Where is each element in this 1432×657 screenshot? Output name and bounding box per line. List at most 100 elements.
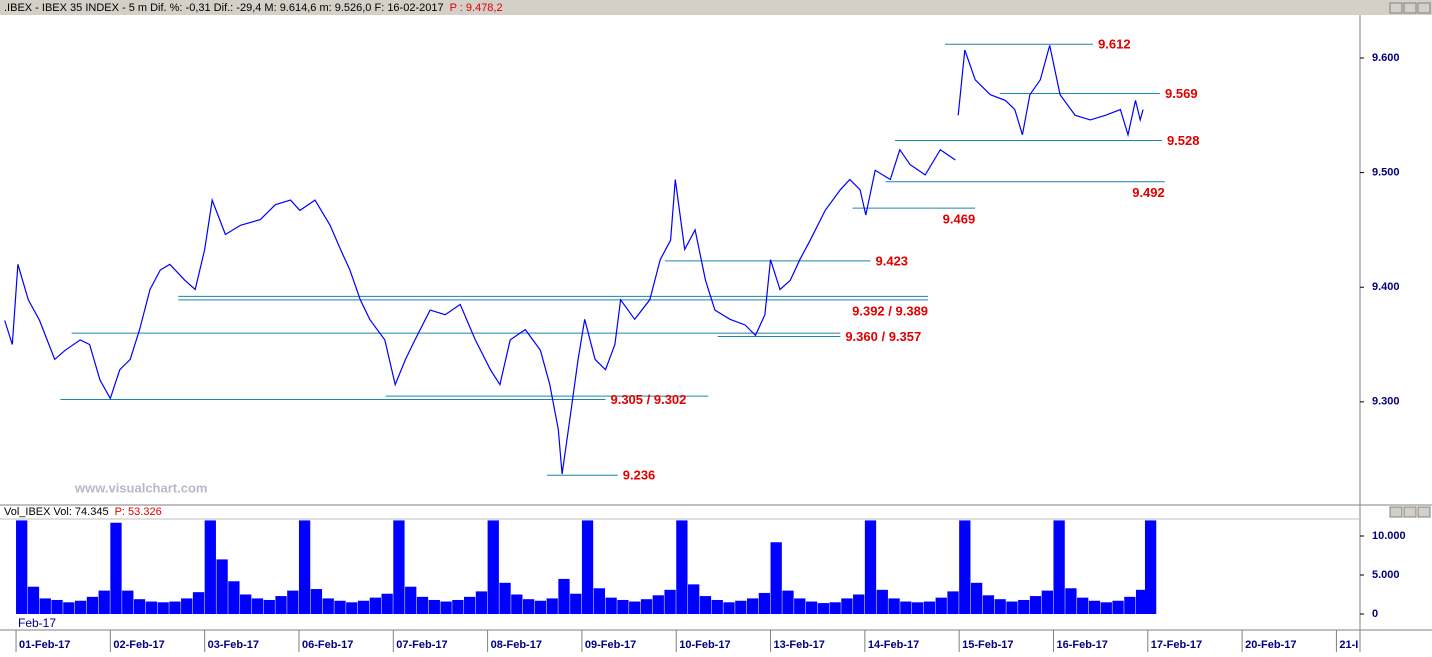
volume-bar xyxy=(511,594,523,615)
level-label: 9.492 xyxy=(1132,185,1165,200)
title-text: .IBEX - IBEX 35 INDEX - 5 m Dif. %: -0,3… xyxy=(4,2,444,14)
volume-bar xyxy=(393,520,405,615)
close-button[interactable] xyxy=(1417,2,1431,14)
volume-bar xyxy=(853,594,865,615)
level-label: 9.469 xyxy=(943,212,976,227)
volume-bar xyxy=(593,588,605,615)
volume-bar xyxy=(39,598,51,615)
volume-bar xyxy=(310,589,323,615)
volume-bar xyxy=(1144,520,1157,615)
x-tick-label: 20-Feb-17 xyxy=(1245,639,1296,651)
volume-bar xyxy=(275,596,287,615)
volume-bar xyxy=(192,592,205,615)
volume-bar xyxy=(912,602,924,615)
volume-bar xyxy=(982,595,995,615)
volume-bar xyxy=(122,590,134,615)
volume-bar xyxy=(546,598,558,615)
volume-bar xyxy=(1018,599,1030,615)
x-tick-label: 17-Feb-17 xyxy=(1151,639,1202,651)
period-label: Feb-17 xyxy=(18,616,56,630)
volume-bar xyxy=(74,600,87,615)
level-label: 9.423 xyxy=(876,253,909,268)
volume-bar xyxy=(723,602,735,615)
x-tick-label: 15-Feb-17 xyxy=(962,639,1013,651)
volume-bar xyxy=(711,599,723,615)
x-tick-label: 13-Feb-17 xyxy=(774,639,825,651)
header-bar xyxy=(0,0,1432,15)
volume-bar xyxy=(322,598,334,615)
volume-bar xyxy=(959,520,971,615)
volume-bar xyxy=(688,584,700,615)
x-tick-label: 21-I xyxy=(1339,639,1358,651)
volume-bar xyxy=(935,597,947,615)
volume-bar xyxy=(86,596,99,615)
volume-bar xyxy=(841,598,853,615)
close-button[interactable] xyxy=(1417,506,1431,518)
volume-bar xyxy=(346,602,358,615)
volume-bar xyxy=(169,601,181,615)
volume-bar xyxy=(263,599,275,615)
volume-bar xyxy=(782,590,794,615)
volume-bar xyxy=(947,591,959,615)
volume-bar xyxy=(228,581,240,615)
volume-bar xyxy=(534,600,547,615)
volume-bar xyxy=(570,593,582,615)
y-tick-label: 0 xyxy=(1372,608,1378,620)
maximize-button[interactable] xyxy=(1403,506,1417,518)
x-tick-label: 10-Feb-17 xyxy=(679,639,730,651)
volume-bar xyxy=(805,601,818,615)
maximize-button[interactable] xyxy=(1403,2,1417,14)
last-price: P : 9.478,2 xyxy=(450,2,503,14)
volume-bar xyxy=(770,542,782,615)
minimize-button[interactable] xyxy=(1389,2,1403,14)
volume-bar xyxy=(452,599,464,615)
level-label: 9.528 xyxy=(1167,133,1200,148)
volume-bar xyxy=(829,602,841,615)
y-tick-label: 5.000 xyxy=(1372,569,1400,581)
volume-bar xyxy=(640,599,653,615)
watermark: www.visualchart.com xyxy=(74,480,207,495)
volume-bar xyxy=(1100,602,1112,615)
volume-bar xyxy=(605,597,617,615)
x-tick-label: 06-Feb-17 xyxy=(302,639,353,651)
volume-bar xyxy=(923,601,936,615)
level-label: 9.360 / 9.357 xyxy=(845,329,921,344)
volume-bar xyxy=(63,602,75,615)
volume-bar xyxy=(110,522,122,615)
volume-bar xyxy=(181,598,193,615)
volume-bar xyxy=(405,586,417,615)
volume-bar xyxy=(428,599,440,615)
volume-bar xyxy=(298,520,311,615)
x-tick-label: 16-Feb-17 xyxy=(1056,639,1107,651)
volume-bar xyxy=(499,582,511,615)
x-tick-label: 14-Feb-17 xyxy=(868,639,919,651)
volume-bar xyxy=(1077,597,1089,615)
level-label: 9.569 xyxy=(1165,86,1198,101)
volume-bar xyxy=(1029,596,1042,615)
last-volume: P: 53.326 xyxy=(115,506,162,518)
window-buttons[interactable] xyxy=(1389,2,1431,518)
volume-bar xyxy=(876,589,888,615)
chart-title: .IBEX - IBEX 35 INDEX - 5 m Dif. %: -0,3… xyxy=(4,2,503,14)
volume-bar xyxy=(51,599,63,615)
volume-bar xyxy=(251,598,264,615)
volume-bar xyxy=(204,520,216,615)
volume-bar xyxy=(1053,520,1065,615)
volume-bar xyxy=(357,600,370,615)
volume-bar xyxy=(864,520,877,615)
minimize-button[interactable] xyxy=(1389,506,1403,518)
x-tick-label: 09-Feb-17 xyxy=(585,639,636,651)
y-tick-label: 9.400 xyxy=(1372,281,1400,293)
volume-bar xyxy=(369,597,381,615)
volume-bar xyxy=(994,599,1006,615)
volume-bar xyxy=(1041,590,1053,615)
volume-bar xyxy=(817,603,829,615)
x-tick-label: 03-Feb-17 xyxy=(208,639,259,651)
volume-bar xyxy=(1136,589,1148,615)
volume-bar xyxy=(794,598,806,615)
volume-bar xyxy=(287,590,299,615)
level-label: 9.392 / 9.389 xyxy=(852,303,928,318)
y-tick-label: 9.300 xyxy=(1372,396,1400,408)
volume-bar xyxy=(334,600,346,615)
